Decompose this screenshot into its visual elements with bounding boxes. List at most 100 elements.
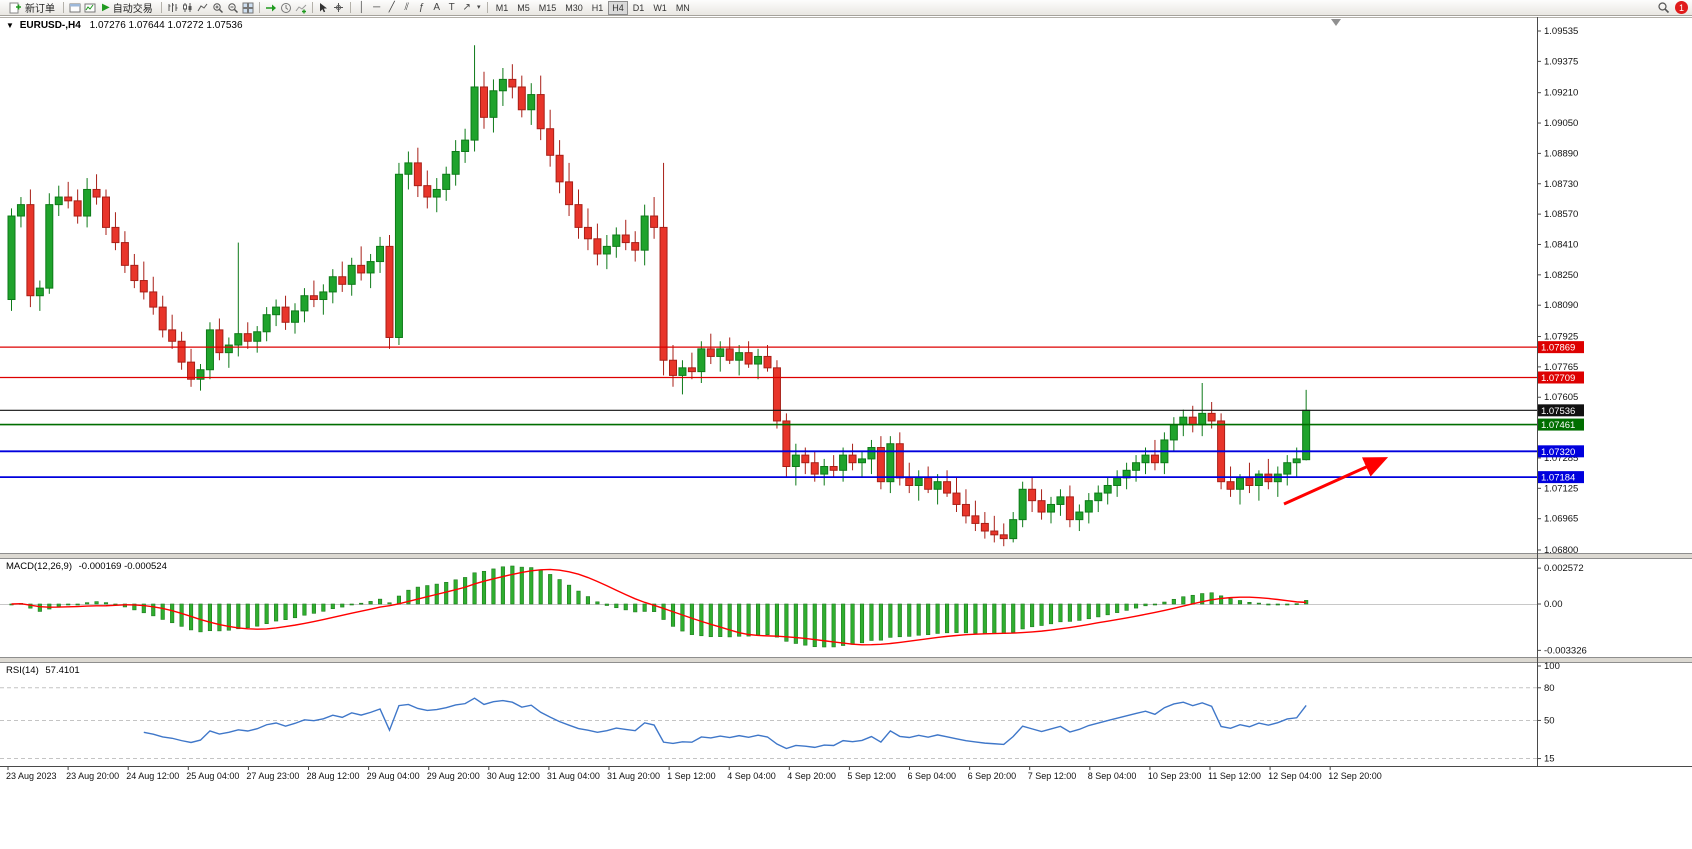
- macd-histogram-bar: [226, 603, 231, 631]
- macd-signal-line: [11, 568, 1307, 646]
- fibonacci-tool-icon[interactable]: ƒ: [418, 1, 425, 13]
- indicators-icon[interactable]: [294, 1, 308, 15]
- candle-body: [1283, 462, 1292, 475]
- chart-shift-marker[interactable]: [1331, 19, 1341, 26]
- line-chart-icon[interactable]: [196, 1, 210, 15]
- macd-histogram-bar: [37, 603, 42, 612]
- cursor-icon[interactable]: [317, 1, 331, 15]
- macd-histogram-bar: [1020, 603, 1025, 630]
- new-order-button[interactable]: 新订单: [4, 1, 59, 15]
- zoom-in-icon[interactable]: [211, 1, 225, 15]
- auto-trading-label: 自动交易: [112, 4, 153, 15]
- bar-chart-icon[interactable]: [166, 1, 180, 15]
- macd-histogram-bar: [652, 603, 657, 612]
- candle-body: [338, 276, 347, 285]
- timeframe-m30[interactable]: M30: [565, 2, 583, 13]
- candle-body: [1037, 500, 1046, 513]
- date-label: 12 Sep 04:00: [1268, 771, 1322, 781]
- resistance-line-lower-tag-label: 1.07709: [1541, 373, 1575, 384]
- candle-body: [1018, 488, 1027, 521]
- candle-body: [801, 454, 810, 464]
- vertical-line-tool-icon[interactable]: │: [358, 1, 365, 13]
- candle-body: [933, 481, 942, 490]
- macd-values: -0.000169 -0.000524: [78, 561, 167, 572]
- macd-histogram-bar: [841, 603, 846, 646]
- timeframe-m5[interactable]: M5: [517, 2, 530, 13]
- trendline-tool-icon[interactable]: ╱: [388, 1, 395, 13]
- auto-trading-icon: ▶: [102, 1, 110, 13]
- auto-scroll-icon[interactable]: [264, 1, 278, 15]
- date-label: 23 Aug 20:00: [66, 771, 119, 781]
- candle-body: [848, 454, 857, 464]
- timeframe-m1[interactable]: M1: [495, 2, 509, 13]
- label-tool-icon[interactable]: T: [448, 1, 455, 13]
- search-icon[interactable]: [1656, 1, 1670, 15]
- resistance-line-upper-tag: [1538, 341, 1584, 354]
- candle-body: [404, 162, 413, 175]
- candlestick-icon[interactable]: [181, 1, 195, 15]
- timeframe-d1[interactable]: D1: [632, 2, 645, 13]
- timeframe-m15[interactable]: M15: [538, 2, 557, 13]
- bullish-arrow[interactable]: [1283, 457, 1389, 506]
- chart-shift-icon[interactable]: [279, 1, 293, 15]
- timeframe-mn[interactable]: MN: [675, 2, 690, 13]
- notification-badge[interactable]: 1: [1675, 1, 1688, 14]
- price-tick-label: 1.06965: [1544, 514, 1578, 525]
- navigator-icon[interactable]: [68, 1, 82, 15]
- panel-separator[interactable]: [0, 657, 1692, 663]
- macd-histogram-bar: [1285, 603, 1290, 606]
- macd-axis-label: 0.00: [1544, 599, 1563, 610]
- macd-histogram-bar: [916, 603, 921, 636]
- candle-body: [999, 534, 1008, 540]
- candle-body: [158, 306, 167, 331]
- channel-tool-icon[interactable]: ⫽: [404, 1, 409, 13]
- candle-body: [820, 466, 829, 475]
- candle-body: [593, 238, 602, 255]
- candle-body: [914, 477, 923, 486]
- candle-body: [1056, 496, 1065, 505]
- tile-windows-icon[interactable]: [241, 1, 255, 15]
- date-label: 7 Sep 12:00: [1028, 771, 1077, 781]
- candle-body: [177, 340, 186, 363]
- crosshair-icon[interactable]: [332, 1, 346, 15]
- price-tick-label: 1.09210: [1544, 88, 1578, 99]
- macd-histogram-bar: [708, 603, 713, 638]
- macd-histogram-bar: [425, 585, 430, 605]
- macd-histogram-bar: [1237, 600, 1243, 605]
- candle-body: [886, 443, 895, 483]
- new-order-icon: [8, 1, 22, 15]
- timeframe-w1[interactable]: W1: [653, 2, 667, 13]
- arrow-tool-dropdown-icon[interactable]: ▾: [476, 3, 481, 11]
- candle-body: [1065, 496, 1074, 521]
- candle-body: [35, 287, 44, 297]
- macd-histogram-bar: [340, 603, 345, 608]
- macd-histogram-bar: [198, 603, 203, 633]
- support-line-blue-lower-tag-label: 1.07184: [1541, 473, 1575, 484]
- timeframe-h4[interactable]: H4: [608, 0, 628, 15]
- panel-separator[interactable]: [0, 553, 1692, 559]
- candle-body: [215, 329, 224, 354]
- candle-body: [376, 245, 385, 263]
- support-line-blue-lower-tag: [1538, 471, 1584, 484]
- terminal-icon[interactable]: [83, 1, 97, 15]
- text-tool-icon[interactable]: A: [433, 1, 441, 13]
- one-click-trading-expand-icon[interactable]: ▼: [6, 21, 14, 30]
- auto-trading-button[interactable]: ▶ 自动交易: [98, 1, 157, 16]
- toolbar-separator: [63, 2, 64, 13]
- macd-histogram-bar: [973, 603, 978, 634]
- macd-histogram-bar: [1247, 601, 1252, 605]
- macd-histogram-bar: [765, 603, 770, 635]
- timeframe-h1[interactable]: H1: [591, 2, 604, 13]
- candle-body: [130, 264, 139, 282]
- macd-histogram-bar: [614, 603, 619, 609]
- macd-histogram-bar: [103, 602, 109, 605]
- candle-body: [234, 333, 243, 346]
- macd-histogram-bar: [236, 603, 241, 630]
- macd-histogram-bar: [1228, 598, 1233, 605]
- candle-body: [26, 204, 35, 297]
- zoom-out-icon[interactable]: [226, 1, 240, 15]
- arrow-tool-icon[interactable]: ↗: [462, 1, 471, 13]
- candle-body: [442, 173, 451, 190]
- horizontal-line-tool-icon[interactable]: ─: [373, 1, 381, 13]
